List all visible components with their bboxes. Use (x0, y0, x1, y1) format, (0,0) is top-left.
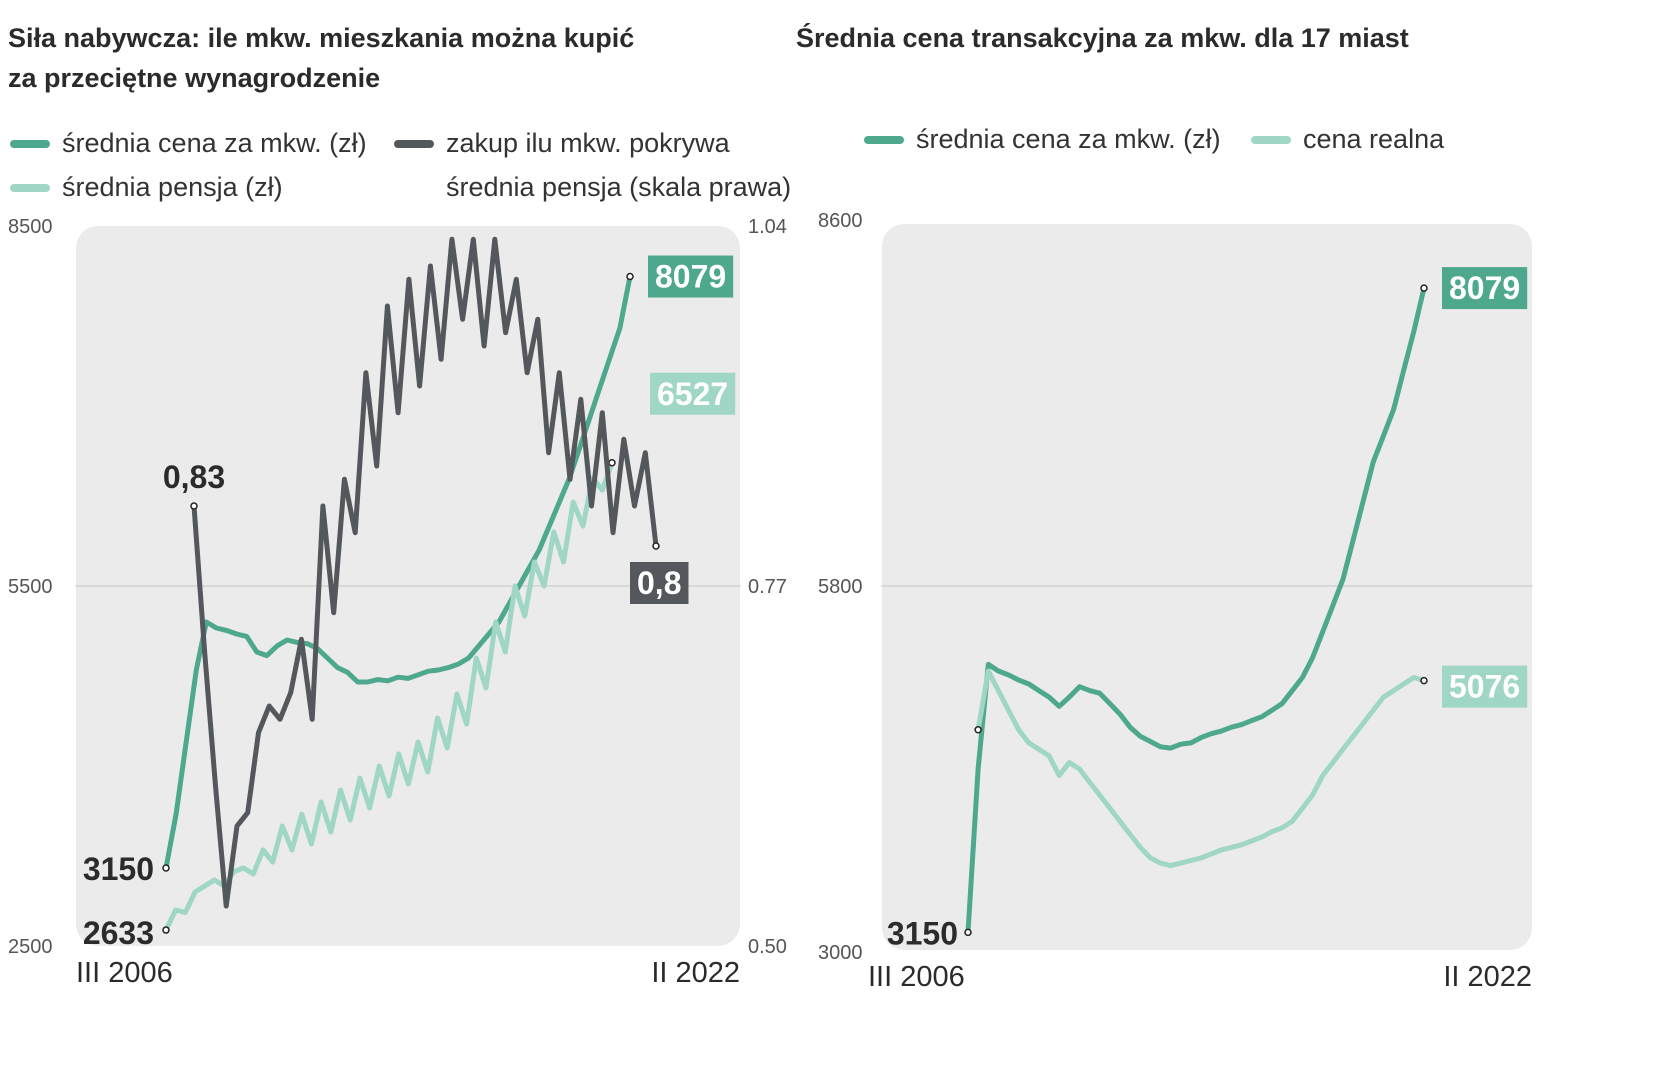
series-line (965, 285, 1427, 935)
x-axis-end-label: II 2022 (651, 957, 740, 989)
series-start-marker (162, 864, 170, 872)
series-end-label-group: 8079 (1442, 267, 1528, 310)
right-axis-tick: 1.04 (748, 216, 787, 238)
series-start-label: 3150 (887, 915, 958, 951)
legend-label-line2: średnia pensja (skala prawa) (446, 172, 791, 202)
left-axis-tick: 2500 (8, 936, 53, 958)
legend-label: cena realna (1303, 124, 1445, 154)
legend-item: średnia cena za mkw. (zł) (10, 128, 367, 158)
legend-item: średnia pensja (zł) (10, 172, 283, 202)
series-end-label-box (1442, 665, 1528, 708)
series-end-label: 8079 (655, 259, 726, 295)
series-start-label: 0,83 (163, 459, 225, 495)
left-axis-tick: 5800 (818, 576, 863, 598)
plot-area (882, 224, 1532, 950)
legend-label: średnia pensja (zł) (62, 172, 283, 202)
series-end-label-box (650, 372, 736, 415)
right-axis-tick: 0.50 (748, 936, 787, 958)
series-end-label-group: 0,8 (630, 562, 689, 604)
series-end-label-box (630, 562, 689, 604)
series-line (191, 236, 659, 909)
legend-label: średnia cena za mkw. (zł) (916, 124, 1221, 154)
series-end-label: 5076 (1449, 669, 1520, 705)
chart-2: Średnia cena transakcyjna za mkw. dla 17… (796, 22, 1533, 993)
series-end-marker (608, 459, 616, 467)
left-axis-tick: 3000 (818, 942, 863, 964)
series-end-label-group: 8079 (648, 255, 734, 298)
legend-item: średnia cena za mkw. (zł) (864, 124, 1221, 154)
chart-title: Średnia cena transakcyjna za mkw. dla 17… (796, 22, 1409, 53)
legend-item: cena realna (1251, 124, 1445, 154)
series-line (163, 274, 633, 871)
series-start-marker (190, 502, 198, 510)
series-end-label-box (648, 255, 734, 298)
series-end-label-box (1442, 267, 1528, 310)
series-end-marker (626, 272, 634, 281)
series-start-label: 3150 (83, 851, 154, 887)
x-axis-end-label: II 2022 (1443, 961, 1532, 993)
x-axis-start-label: III 2006 (76, 957, 173, 989)
legend-item: zakup ilu mkw. pokrywa średnia pensja (sk… (394, 128, 791, 202)
left-axis-tick: 8600 (818, 210, 863, 232)
chart-1: Siła nabywcza: ile mkw. mieszkania można… (8, 23, 791, 989)
series-start-label: 2633 (83, 915, 154, 951)
right-axis-tick: 0.77 (748, 576, 787, 598)
series-end-label-group: 6527 (650, 372, 736, 415)
series-end-marker (1420, 284, 1428, 292)
series-start-marker (162, 926, 170, 934)
series-end-label: 6527 (657, 376, 728, 412)
series-start-marker (974, 726, 982, 734)
legend-label: średnia cena za mkw. (zł) (62, 128, 367, 158)
x-axis-start-label: III 2006 (868, 961, 965, 993)
legend-label: zakup ilu mkw. pokrywa (446, 128, 731, 158)
series-end-marker (1420, 676, 1428, 685)
series-end-label: 8079 (1449, 270, 1520, 306)
chart-title: Siła nabywcza: ile mkw. mieszkania można… (8, 23, 634, 53)
series-line (163, 460, 615, 933)
series-end-label: 0,8 (637, 565, 681, 601)
left-axis-tick: 8500 (8, 216, 53, 238)
series-end-marker (652, 542, 660, 550)
left-axis-tick: 5500 (8, 576, 53, 598)
series-end-label-group: 5076 (1442, 665, 1528, 708)
series-start-marker (964, 928, 972, 937)
chart-subtitle: za przeciętne wynagrodzenie (8, 63, 380, 93)
series-line (975, 668, 1427, 869)
